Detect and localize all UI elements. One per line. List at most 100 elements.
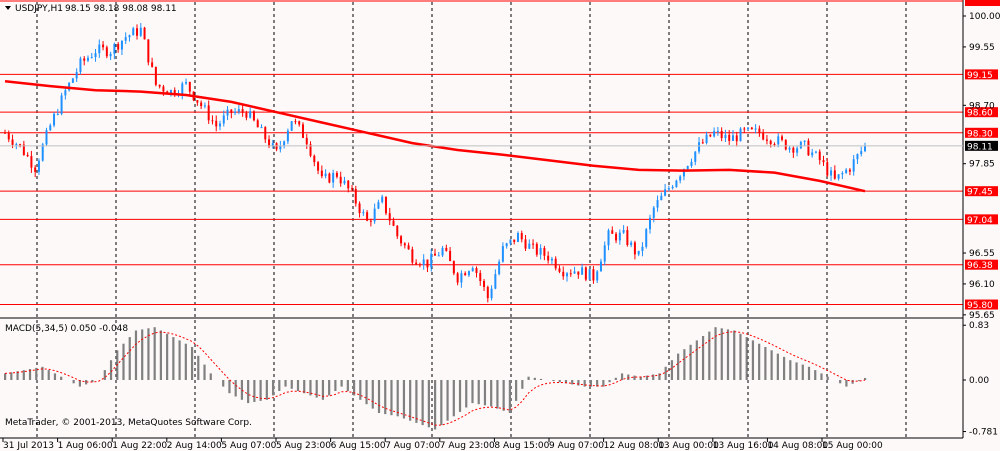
candle-body	[381, 196, 384, 203]
macd-bar	[708, 331, 711, 380]
level-badge	[965, 186, 998, 197]
macd-bar	[359, 380, 362, 400]
candle-body	[388, 213, 391, 221]
candle-body	[671, 186, 674, 189]
y-tick-label: 98.70	[969, 101, 995, 111]
macd-bar	[857, 380, 860, 381]
level-label: 98.60	[967, 109, 993, 119]
candle-body	[30, 156, 33, 168]
candle-body	[422, 259, 425, 265]
candle-body	[577, 271, 580, 275]
macd-bar	[259, 380, 262, 401]
macd-bar	[35, 367, 38, 380]
candle-body	[392, 220, 395, 226]
candle-body	[716, 130, 719, 132]
candle-body	[637, 250, 640, 255]
macd-bar	[159, 330, 162, 380]
y-tick-label: 96.10	[969, 280, 995, 290]
candle-body	[603, 245, 606, 262]
candle-body	[15, 144, 18, 146]
candle-body	[475, 268, 478, 273]
candle-body	[268, 139, 271, 147]
macd-bar	[197, 355, 200, 380]
candle-body	[479, 272, 482, 281]
macd-bar	[172, 337, 175, 380]
candle-body	[792, 147, 795, 153]
macd-bar	[85, 380, 88, 385]
candle-body	[256, 120, 259, 128]
candle-body	[520, 233, 523, 240]
macd-bar	[377, 380, 381, 413]
candle-body	[37, 160, 40, 172]
macd-bar	[446, 380, 449, 421]
macd-bar	[558, 380, 561, 383]
candle-body	[803, 140, 806, 142]
candle-body	[464, 273, 467, 276]
level-badge	[965, 107, 998, 118]
candle-body	[335, 172, 338, 177]
level-label: 97.04	[967, 216, 993, 226]
candle-body	[830, 170, 833, 176]
candle-body	[807, 140, 810, 156]
candle-body	[136, 28, 139, 36]
y-tick-label: 96.55	[969, 249, 995, 259]
candle-body	[494, 274, 497, 289]
candle-body	[120, 40, 123, 50]
copyright: MetaTrader, © 2001-2013, MetaQuotes Soft…	[5, 418, 252, 428]
x-tick-label: 13 Aug 16:00	[713, 441, 774, 451]
candle-body	[143, 27, 146, 40]
candle-body	[426, 259, 429, 268]
candle-body	[701, 142, 704, 144]
candle-body	[56, 113, 59, 115]
candle-body	[622, 230, 625, 233]
macd-bar	[465, 380, 468, 408]
candle-body	[173, 90, 176, 95]
moving-average-line	[4, 80, 866, 193]
macd-bar	[427, 380, 430, 428]
candle-body	[241, 109, 244, 113]
y-tick-label: 95.65	[969, 311, 995, 321]
macd-bar	[396, 380, 399, 417]
macd-bar	[303, 380, 306, 394]
macd-bar	[776, 353, 779, 380]
candle-body	[19, 144, 22, 146]
macd-bar	[334, 380, 337, 391]
horizontal-levels[interactable]: 99.15 98.60 98.30 97.45 97.04 96.38 95.80	[0, 69, 998, 311]
macd-bar	[60, 376, 63, 380]
candle-body	[185, 82, 188, 84]
candle-body	[762, 133, 765, 140]
candle-body	[207, 105, 210, 121]
macd-bar	[508, 380, 511, 413]
candle-body	[773, 144, 776, 146]
macd-bar	[16, 371, 19, 380]
macd-bar	[633, 375, 636, 380]
level-badge	[965, 259, 998, 270]
candle-body	[317, 162, 320, 171]
candle-body	[524, 239, 527, 249]
x-tick-label: 14 Aug 08:00	[767, 441, 828, 451]
macd-histogram	[4, 327, 867, 430]
candle-body	[219, 123, 221, 127]
candle-body	[49, 125, 52, 131]
candle-body	[162, 86, 165, 92]
candle-body	[682, 169, 685, 177]
macd-bar	[677, 353, 680, 380]
triangle-down-icon[interactable]	[5, 6, 11, 10]
candle-body	[705, 134, 708, 144]
macd-bar	[234, 380, 237, 397]
candle-body	[566, 273, 569, 277]
candle-body	[784, 139, 787, 150]
candle-body	[852, 159, 855, 172]
level-badge	[965, 127, 998, 138]
macd-bar	[652, 374, 655, 380]
candle-body	[347, 180, 350, 189]
candle-body	[124, 37, 127, 41]
candle-body	[86, 57, 89, 61]
macd-bar	[627, 374, 630, 380]
ohlc-label: 98.15 98.18 98.08 98.11	[65, 4, 177, 14]
candle-body	[483, 280, 486, 287]
candle-body	[645, 229, 648, 247]
macd-bar	[701, 336, 705, 380]
candle-body	[260, 127, 263, 129]
